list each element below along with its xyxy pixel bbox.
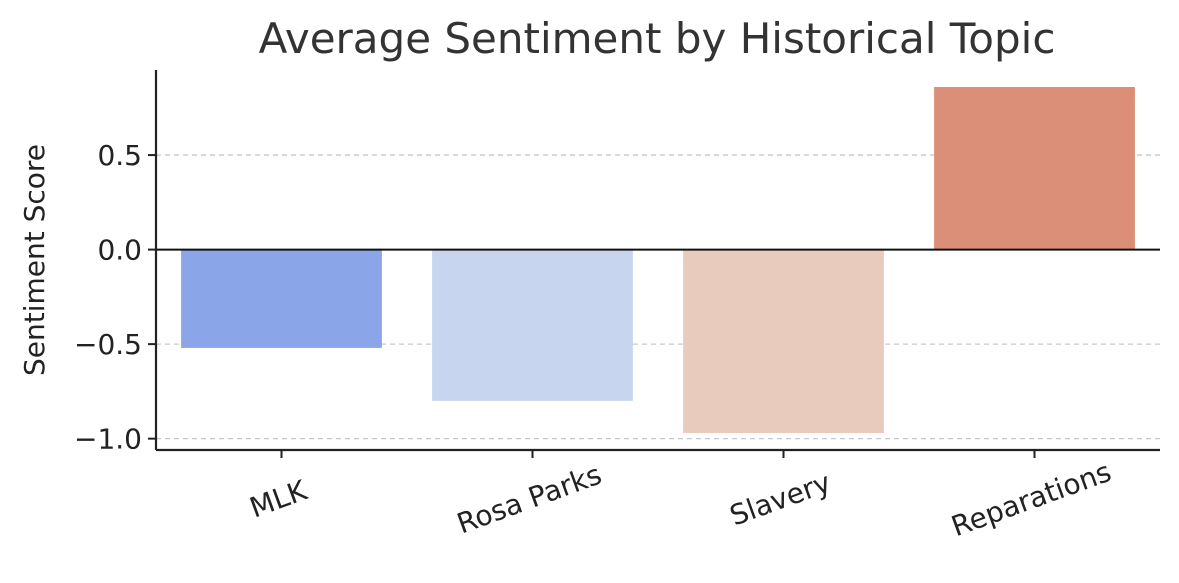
y-ticks: 0.5 0.0 −0.5 −1.0	[74, 139, 156, 456]
axes	[154, 70, 1160, 452]
x-ticks: MLK Rosa Parks Slavery Reparations	[245, 450, 1115, 543]
x-tick-label: Rosa Parks	[453, 458, 606, 541]
bar-mlk	[181, 249, 382, 348]
y-tick-label: −1.0	[74, 423, 142, 456]
bars	[181, 87, 1135, 433]
bar-reparations	[934, 87, 1135, 250]
x-tick-label: Slavery	[725, 466, 835, 533]
bar-rosa-parks	[432, 249, 633, 401]
bar-slavery	[683, 249, 884, 433]
y-tick-label: 0.5	[97, 139, 142, 172]
y-tick-label: 0.0	[97, 234, 142, 267]
x-tick-label: MLK	[245, 473, 312, 524]
y-axis-label: Sentiment Score	[18, 144, 51, 376]
chart-title: Average Sentiment by Historical Topic	[259, 14, 1056, 63]
y-tick-label: −0.5	[74, 328, 142, 361]
x-tick-label: Reparations	[947, 455, 1115, 543]
